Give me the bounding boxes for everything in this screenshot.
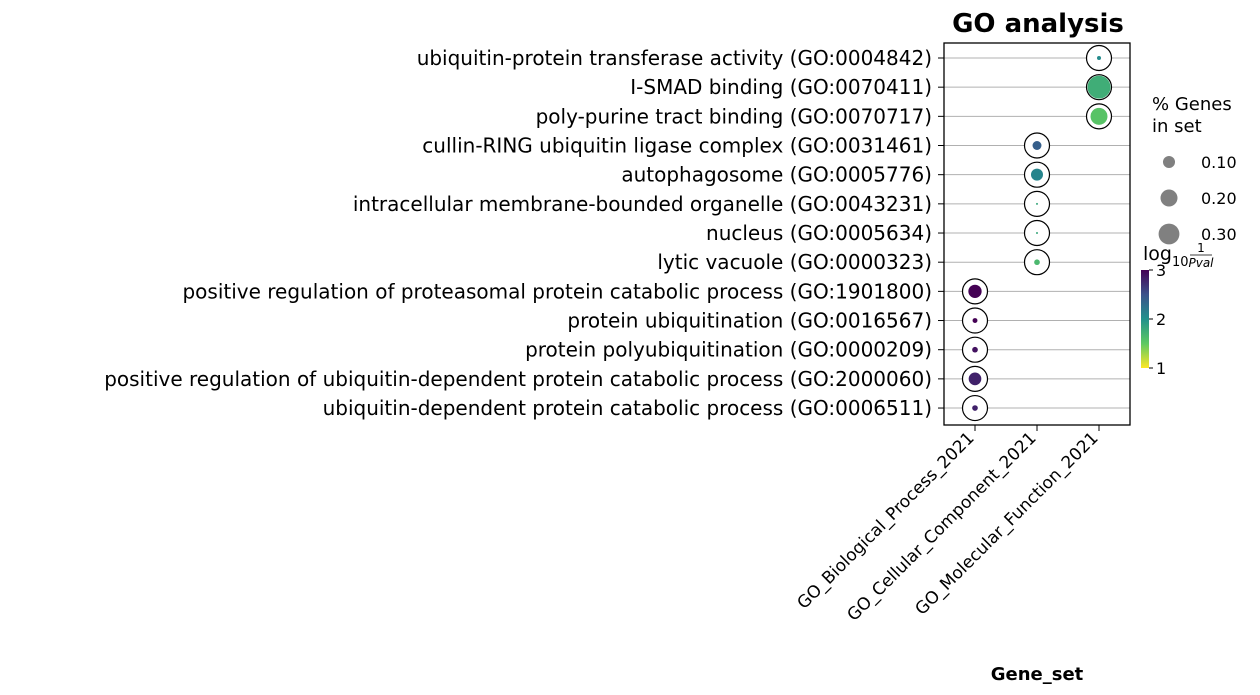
y-tick-label: lytic vacuole (GO:0000323) xyxy=(657,250,932,274)
size-legend-marker xyxy=(1162,155,1176,169)
size-legend: % Genes in set 0.10 0.20 0.30 xyxy=(1152,94,1237,245)
y-tick-label: ubiquitin-protein transferase activity (… xyxy=(417,46,932,70)
chart-title: GO analysis xyxy=(952,9,1124,39)
x-tick-labels: GO_Biological_Process_2021GO_Cellular_Co… xyxy=(793,425,1103,625)
y-tick-label: protein polyubiquitination (GO:0000209) xyxy=(525,338,932,362)
size-legend-label: 0.20 xyxy=(1201,189,1237,208)
data-points xyxy=(961,44,1113,422)
size-legend-marker xyxy=(1160,189,1178,207)
data-point xyxy=(1096,55,1102,61)
y-tick-label: poly-purine tract binding (GO:0070717) xyxy=(536,104,932,128)
y-tick-labels: ubiquitin-protein transferase activity (… xyxy=(104,46,944,420)
colorbar: log10 1 Pval 1 2 3 xyxy=(1141,241,1214,378)
y-tick-label: protein ubiquitination (GO:0016567) xyxy=(567,309,932,333)
y-tick-label: I-SMAD binding (GO:0070411) xyxy=(630,75,932,99)
data-point xyxy=(1030,168,1044,181)
y-tick-label: positive regulation of proteasomal prote… xyxy=(182,279,932,303)
size-legend-label: 0.30 xyxy=(1201,225,1237,244)
y-tick-label: cullin-RING ubiquitin ligase complex (GO… xyxy=(422,134,932,158)
colorbar-tick-label: 2 xyxy=(1156,310,1166,329)
x-axis-label: Gene_set xyxy=(991,664,1084,685)
colorbar-label-numerator: 1 xyxy=(1197,241,1205,255)
size-legend-title-line2: in set xyxy=(1152,116,1202,137)
data-point xyxy=(972,318,978,323)
y-tick-label: intracellular membrane-bounded organelle… xyxy=(353,192,932,216)
colorbar-label-denominator: Pval xyxy=(1188,256,1214,270)
data-point xyxy=(972,346,978,353)
colorbar-tick-label: 3 xyxy=(1156,261,1166,280)
data-point xyxy=(1087,75,1111,99)
data-point xyxy=(1036,232,1038,235)
y-tick-label: ubiquitin-dependent protein catabolic pr… xyxy=(323,396,932,420)
data-point xyxy=(972,405,978,411)
colorbar-label: log10 xyxy=(1143,243,1189,270)
size-legend-label: 0.10 xyxy=(1201,153,1237,172)
data-point xyxy=(1036,202,1038,205)
colorbar-gradient xyxy=(1141,270,1149,368)
data-point xyxy=(968,372,982,386)
data-point xyxy=(968,284,982,298)
data-point xyxy=(1090,107,1108,125)
data-point xyxy=(1034,259,1040,266)
colorbar-tick-label: 1 xyxy=(1156,359,1166,378)
size-legend-marker xyxy=(1158,223,1180,245)
y-tick-label: nucleus (GO:0005634) xyxy=(706,221,932,245)
y-tick-label: positive regulation of ubiquitin-depende… xyxy=(104,367,932,391)
y-tick-label: autophagosome (GO:0005776) xyxy=(621,163,932,187)
data-point xyxy=(1032,141,1042,150)
size-legend-title-line1: % Genes xyxy=(1152,94,1232,115)
